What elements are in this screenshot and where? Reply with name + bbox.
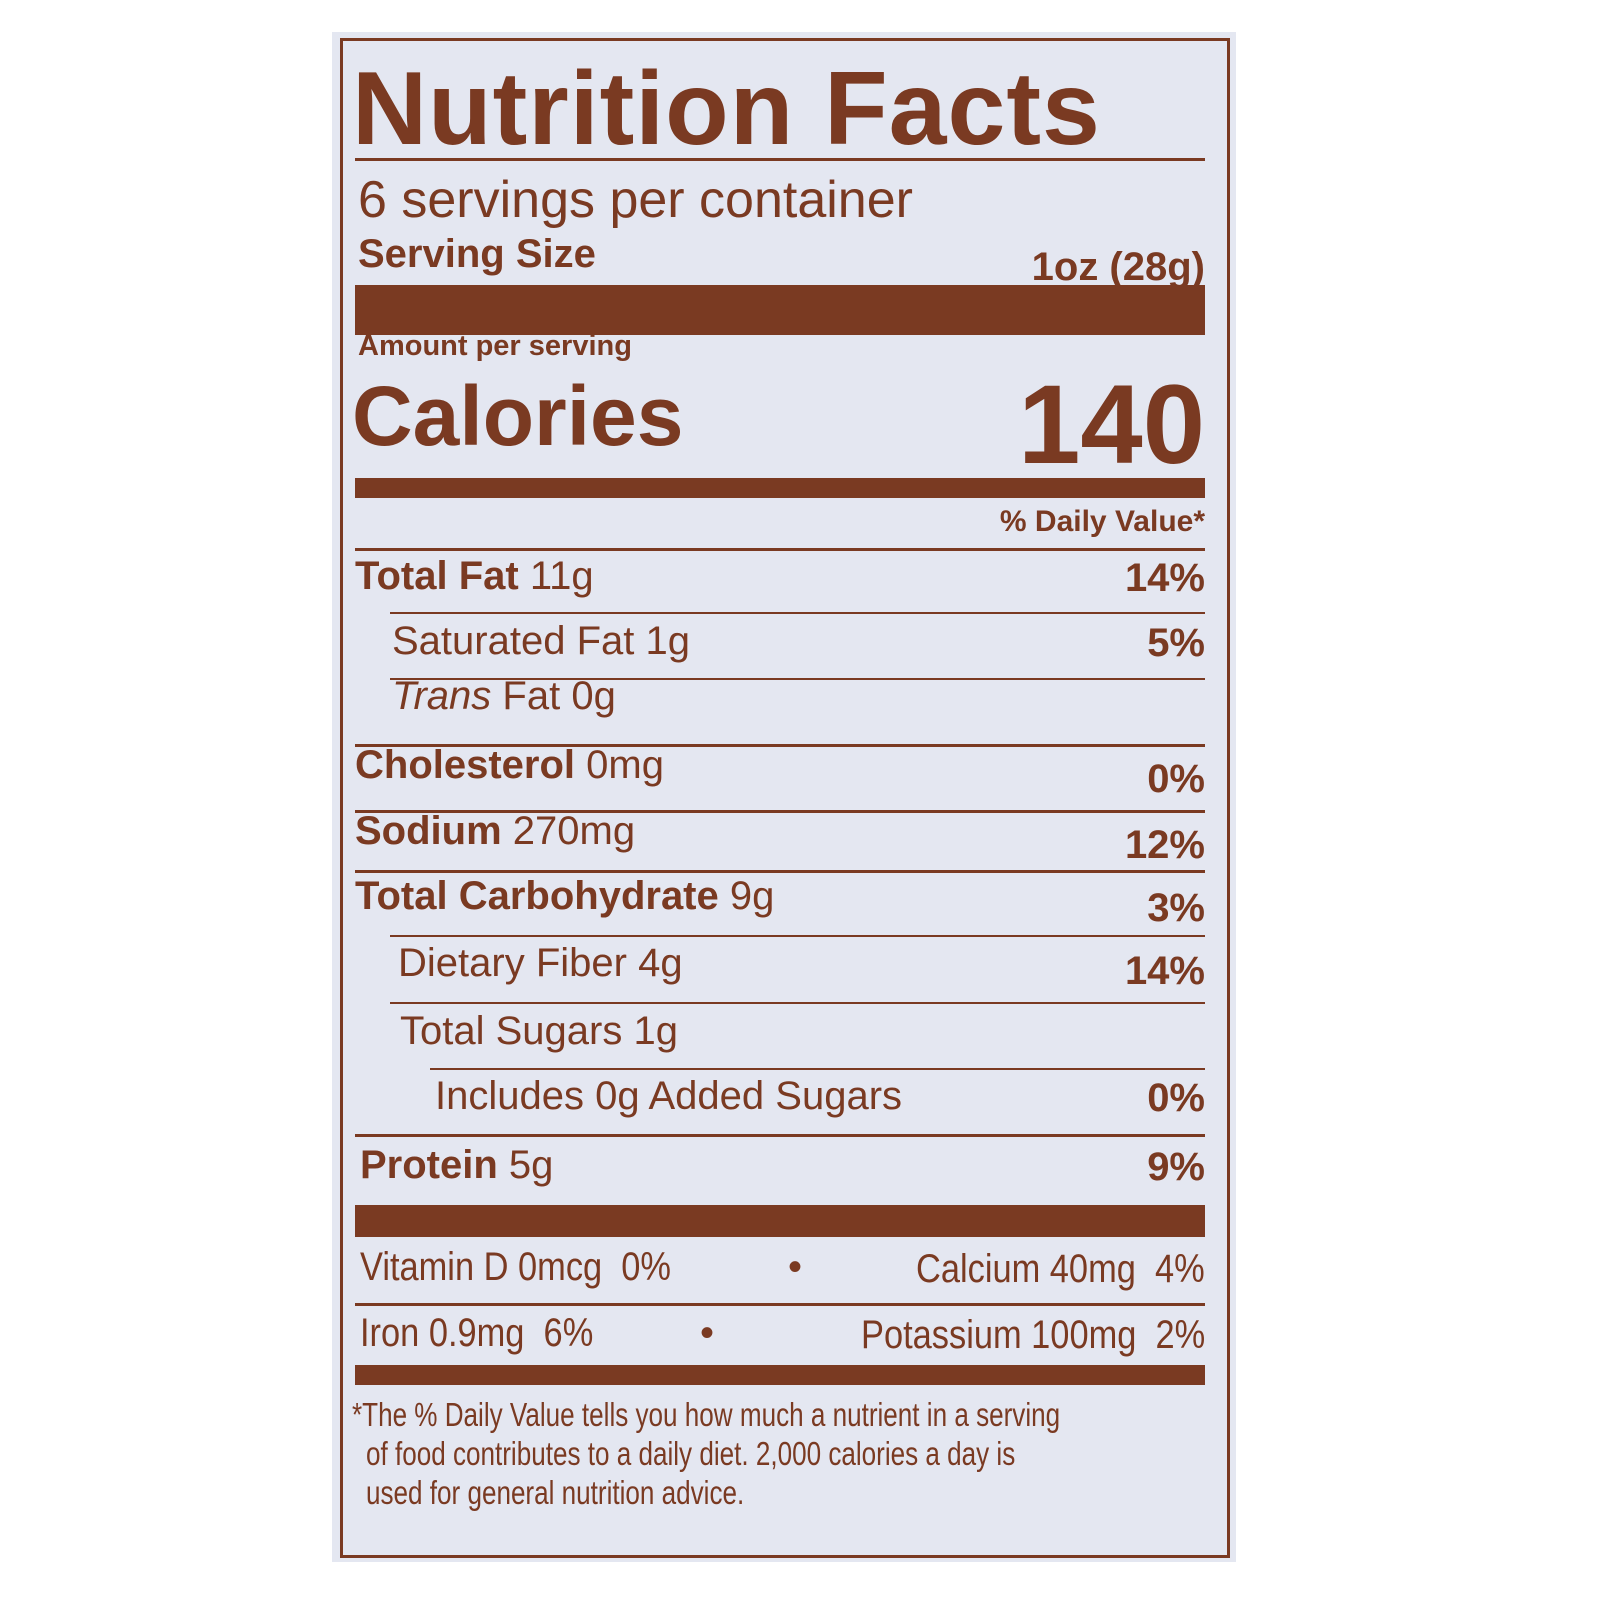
footnote-line: used for general nutrition advice. [366,1474,745,1511]
nutrient-row-dietary-fiber: Dietary Fiber 4g 14% [398,941,1205,993]
vitamin-row: Iron 0.9mg 6% • Potassium 100mg 2% [360,1311,1205,1357]
nutrient-row-sodium: Sodium 270mg 12% [355,809,1205,867]
servings-per-container: 6 servings per container [358,171,913,229]
thick-divider [355,285,1205,335]
vitamin-row: Vitamin D 0mcg 0% • Calcium 40mg 4% [360,1245,1205,1291]
serving-size-label: Serving Size [358,232,596,276]
divider [390,612,1205,614]
divider [355,870,1205,873]
footnote: *The % Daily Value tells you how much a … [352,1395,1248,1512]
nutrient-row-trans-fat: Trans Fat 0g [392,674,616,718]
divider [430,1068,1205,1070]
calories-label: Calories [352,369,684,463]
nutrient-row-total-carbohydrate: Total Carbohydrate 9g 3% [355,874,1205,930]
divider [390,1002,1205,1004]
divider [355,158,1205,161]
divider [355,1134,1205,1137]
nutrient-row-total-sugars: Total Sugars 1g [400,1009,678,1053]
nutrient-row-added-sugars: Includes 0g Added Sugars 0% [435,1074,1205,1120]
nutrient-row-saturated-fat: Saturated Fat 1g 5% [392,619,1205,665]
divider [355,810,1205,813]
footnote-line: *The % Daily Value tells you how much a … [352,1396,1061,1433]
calories-value: 140 [1018,362,1205,487]
label-border [340,38,1230,1558]
thick-divider [355,1365,1205,1385]
bullet-icon: • [788,1245,803,1289]
label-title: Nutrition Facts [352,51,1101,167]
thick-divider [355,1205,1205,1237]
divider [355,744,1205,747]
nutrient-row-cholesterol: Cholesterol 0mg 0% [355,743,1205,801]
divider [390,678,1205,680]
amount-per-serving: Amount per serving [358,330,632,362]
nutrient-row-protein: Protein 5g 9% [360,1143,1205,1189]
medium-divider [355,478,1205,498]
footnote-line: of food contributes to a daily diet. 2,0… [366,1435,1016,1472]
divider [390,935,1205,937]
nutrient-row-total-fat: Total Fat 11g 14% [355,554,1205,600]
divider [355,1303,1205,1306]
divider [355,548,1205,551]
daily-value-header: % Daily Value* [999,505,1205,538]
serving-size-value: 1oz (28g) [1031,245,1205,289]
bullet-icon: • [700,1311,715,1355]
